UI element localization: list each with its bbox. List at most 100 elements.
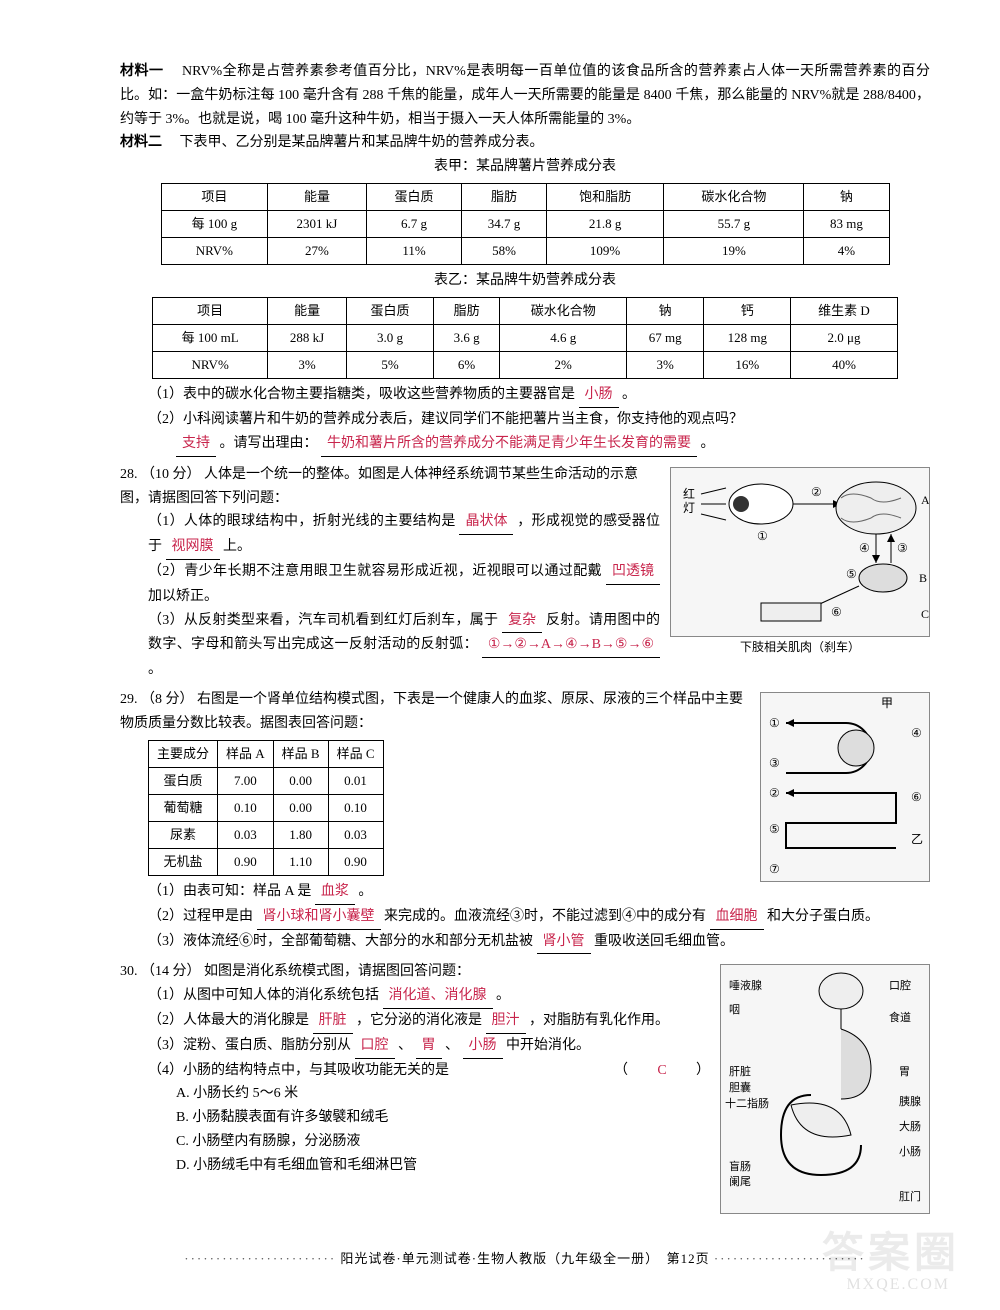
q28-fig-caption: 下肢相关肌肉（刹车）	[670, 637, 930, 657]
q30-s3-a3: 小肠	[463, 1034, 503, 1059]
ta-r1-5: 55.7 g	[664, 211, 804, 238]
q29-s2-post: 和大分子蛋白质。	[767, 909, 879, 924]
tb-r1-4: 4.6 g	[500, 325, 627, 352]
q29t-33: 0.90	[328, 848, 383, 875]
q29-figure: 甲 ① ③ ② ④ ⑥ ⑤ ⑦ 乙	[760, 692, 930, 882]
footer-dots-left: ························	[184, 1251, 336, 1266]
q29t-13: 0.10	[328, 794, 383, 821]
tb-h3: 脂肪	[433, 298, 500, 325]
tb-h6: 钙	[704, 298, 791, 325]
ta-r2-3: 58%	[462, 238, 546, 265]
nerve-diagram-icon: 红 灯 ① ② A ④ ③ ⑤ B ⑥ C	[670, 467, 930, 637]
q30-s1-post: 。	[496, 988, 510, 1003]
q30-s2-a1: 肝脏	[313, 1009, 353, 1034]
lbl-gall: 胆囊	[729, 1080, 751, 1094]
q29-s1-post: 。	[358, 884, 372, 899]
q30-s3-pre: （3）淀粉、蛋白质、脂肪分别从	[148, 1038, 351, 1053]
q29-s1-a: 血浆	[315, 880, 355, 905]
q29-intro: 右图是一个肾单位结构模式图，下表是一个健康人的血浆、原尿、尿液的三个样品中主要物…	[120, 692, 743, 731]
footer-dots-right: ························	[714, 1251, 866, 1266]
q28-points: （10 分）	[141, 467, 201, 482]
tb-r1-6: 128 mg	[704, 325, 791, 352]
lbl-cecum: 盲肠	[729, 1159, 751, 1173]
q28-num: 28.	[120, 467, 138, 482]
q30-intro: 如图是消化系统模式图，请据图回答问题：	[204, 964, 470, 979]
q29-s3: （3）液体流经⑥时，全部葡萄糖、大部分的水和部分无机盐被 肾小管 重吸收送回毛细…	[120, 930, 930, 955]
tb-r1-7: 2.0 μg	[791, 325, 897, 352]
tb-r1-0: 每 100 mL	[153, 325, 268, 352]
q30-s1-pre: （1）从图中可知人体的消化系统包括	[148, 988, 379, 1003]
q29t-01: 7.00	[218, 767, 274, 794]
q28-s3-pre: （3）从反射类型来看，汽车司机看到红灯后刹车，属于	[148, 613, 498, 628]
q30-s2-mid: ，它分泌的消化液是	[356, 1013, 482, 1028]
svg-text:⑤: ⑤	[846, 567, 857, 581]
svg-text:②: ②	[811, 485, 822, 499]
q30-s3-a2: 胃	[416, 1034, 442, 1059]
q29t-h1: 样品 A	[218, 740, 274, 767]
ta-r2-2: 11%	[366, 238, 462, 265]
svg-text:⑤: ⑤	[769, 822, 780, 836]
q27-2-ans1: 支持	[176, 432, 216, 457]
fig-red-light: 红	[683, 486, 695, 501]
svg-text:③: ③	[897, 541, 908, 555]
q27-1-post: 。	[622, 387, 636, 402]
q28-figure: 红 灯 ① ② A ④ ③ ⑤ B ⑥ C	[670, 467, 930, 657]
watermark-url: MXQE.COM	[846, 1271, 950, 1298]
q29t-22: 1.80	[273, 821, 328, 848]
q29t-23: 0.03	[328, 821, 383, 848]
lbl-mouth: 口腔	[889, 978, 911, 992]
q27-sub2: （2）小科阅读薯片和牛奶的营养成分表后，建议同学们不能把薯片当主食，你支持他的观…	[120, 408, 930, 432]
q30-s3-sep1: 、	[398, 1038, 412, 1053]
q29t-31: 0.90	[218, 848, 274, 875]
tb-r2-0: NRV%	[153, 352, 268, 379]
q30-s4-b2: ）	[682, 1063, 710, 1078]
tb-h7: 维生素 D	[791, 298, 897, 325]
q30-s1-a: 消化道、消化腺	[383, 984, 493, 1009]
table-a-caption: 表甲：某品牌薯片营养成分表	[120, 155, 930, 179]
ta-h4: 饱和脂肪	[546, 183, 664, 210]
q28-s3-a1: 复杂	[502, 609, 542, 634]
q28-s2-a: 凹透镜	[606, 560, 660, 585]
ta-r2-4: 109%	[546, 238, 664, 265]
svg-text:②: ②	[769, 786, 780, 800]
q29t-h0: 主要成分	[149, 740, 218, 767]
tb-h5: 钠	[627, 298, 704, 325]
tb-r2-6: 16%	[704, 352, 791, 379]
svg-text:⑦: ⑦	[769, 862, 780, 876]
q29t-h2: 样品 B	[273, 740, 328, 767]
svg-text:B: B	[919, 571, 927, 585]
nephron-diagram-icon: 甲 ① ③ ② ④ ⑥ ⑤ ⑦ 乙	[760, 692, 930, 882]
tb-r1-5: 67 mg	[627, 325, 704, 352]
ta-r2-6: 4%	[804, 238, 889, 265]
ta-r2-0: NRV%	[161, 238, 268, 265]
q29t-20: 尿素	[149, 821, 218, 848]
svg-text:④: ④	[911, 726, 922, 740]
svg-text:⑥: ⑥	[911, 790, 922, 804]
q29-table: 主要成分 样品 A 样品 B 样品 C 蛋白质7.000.000.01 葡萄糖0…	[148, 740, 384, 876]
material-2-label: 材料二	[120, 135, 162, 150]
q29t-32: 1.10	[273, 848, 328, 875]
q29t-02: 0.00	[273, 767, 328, 794]
ta-r1-0: 每 100 g	[161, 211, 268, 238]
q28-s1-post: 上。	[223, 539, 251, 554]
material-1: 材料一 NRV%全称是占营养素参考值百分比，NRV%是表明每一百单位值的该食品所…	[120, 60, 930, 131]
q29t-12: 0.00	[273, 794, 328, 821]
lbl-small: 小肠	[899, 1145, 921, 1158]
q29t-21: 0.03	[218, 821, 274, 848]
svg-text:甲: 甲	[881, 696, 893, 710]
q29-s2-pre: （2）过程甲是由	[148, 909, 253, 924]
q29t-00: 蛋白质	[149, 767, 218, 794]
q30-figure: 唾液腺 口腔 咽 食道 肝脏 胆囊 胃 十二指肠 胰腺 大肠 小肠 盲肠 阑尾 …	[720, 964, 930, 1214]
svg-text:乙: 乙	[911, 832, 923, 846]
svg-text:①: ①	[757, 529, 768, 543]
digestive-system-icon: 唾液腺 口腔 咽 食道 肝脏 胆囊 胃 十二指肠 胰腺 大肠 小肠 盲肠 阑尾 …	[720, 964, 930, 1214]
lbl-pharynx: 咽	[729, 1003, 740, 1016]
ta-h1: 能量	[268, 183, 367, 210]
q29-s2-mid: 来完成的。血液流经③时，不能过滤到④中的成分有	[384, 909, 706, 924]
q28-s1-a1: 晶状体	[459, 510, 513, 535]
tb-h4: 碳水化合物	[500, 298, 627, 325]
q30-s3-post: 中开始消化。	[506, 1038, 590, 1053]
q29-s1-pre: （1）由表可知：样品 A 是	[148, 884, 311, 899]
q28-s1-a2: 视网膜	[166, 535, 220, 560]
q29-s2-a2: 血细胞	[710, 905, 764, 930]
